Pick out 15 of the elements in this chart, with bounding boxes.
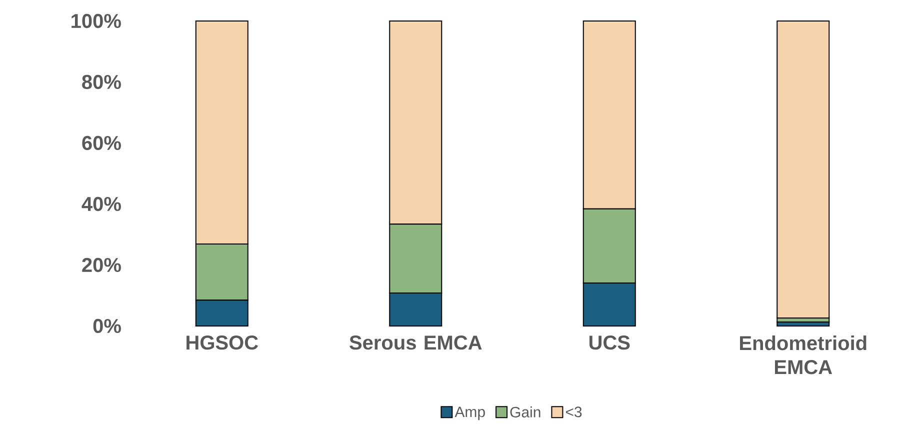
legend-label: Gain [510, 406, 540, 418]
y-tick-label: 80% [82, 74, 121, 90]
y-tick-label: 100% [72, 14, 121, 28]
y-tick-label: 60% [82, 136, 121, 150]
y-tick-label: 20% [82, 258, 121, 272]
x-tick-label: UCS [589, 336, 630, 350]
bar [776, 322, 830, 326]
y-tick-label: 0% [93, 318, 121, 334]
x-tick-label: HGSOC [186, 336, 258, 350]
x-tick-label: Serous EMCA [350, 336, 482, 350]
x-tick-label: Endometrioid EMCA [740, 336, 866, 374]
legend-label: Amp [454, 406, 485, 420]
y-tick-label: 40% [82, 196, 121, 212]
legend-label: <3 [566, 406, 582, 418]
bar [776, 20, 830, 319]
